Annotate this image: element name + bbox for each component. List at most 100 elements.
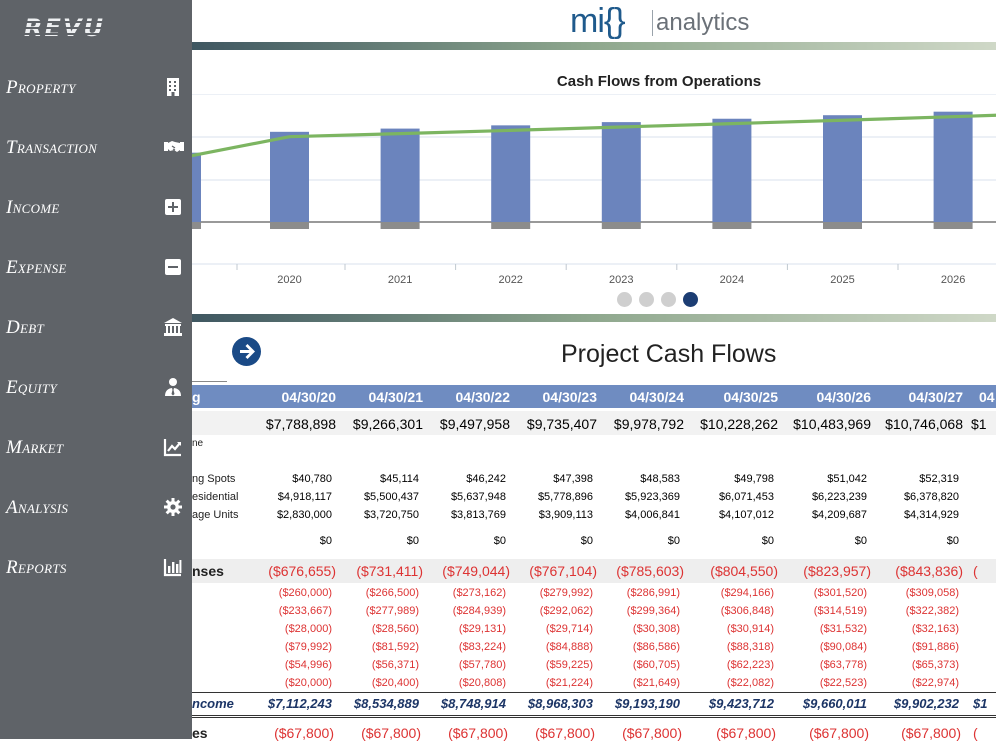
sidebar-item-property[interactable]: Property [0, 69, 192, 105]
table-cell: $51,042 [827, 473, 867, 485]
table-row-label: ng Spots [192, 473, 236, 485]
minus-square-icon [163, 257, 183, 277]
table-row: ($28,000) ($28,560) ($29,131) ($29,714) ($30… [192, 623, 996, 639]
table-cell: ($29,714) [545, 623, 593, 635]
carousel-dot[interactable] [661, 292, 676, 307]
chart-bar [712, 118, 752, 222]
table-cell: ($88,318) [726, 641, 774, 653]
table-cell: ($20,400) [371, 677, 419, 689]
table-cell: ($233,667) [278, 605, 332, 617]
table-cell: $0 [319, 535, 332, 547]
table-cell: ($67,800) [622, 725, 682, 741]
table-cell: ($804,550) [710, 563, 778, 579]
table-cell: ($299,364) [626, 605, 680, 617]
chart-bar [823, 115, 862, 222]
chart-bar-negative [601, 222, 641, 229]
table-cell: $5,637,948 [450, 491, 506, 503]
table-cell: $9,423,712 [708, 696, 774, 711]
table-cell: ($60,705) [632, 659, 680, 671]
table-cell: $6,223,239 [811, 491, 867, 503]
section-band [192, 314, 996, 322]
table-cell: $1 [971, 416, 987, 432]
table-cell: $7,112,243 [267, 696, 332, 711]
brand-mio: mi{} [570, 2, 626, 40]
table-cell: $9,735,407 [526, 416, 597, 432]
table-header-row: g 04/30/20 04/30/21 04/30/22 04/30/23 04/30/2… [192, 385, 996, 408]
table-cell: ($731,411) [356, 563, 423, 579]
table-header-date: 04/30/20 [281, 389, 337, 405]
chart-bar-negative [712, 222, 752, 229]
sidebar-item-market[interactable]: Market [0, 429, 192, 465]
chart-line-series [192, 113, 996, 158]
arrow-right-icon [240, 344, 255, 359]
table-cell: ($749,044) [442, 563, 510, 579]
sidebar-item-label: Market [6, 437, 64, 458]
table-cell: $0 [761, 535, 774, 547]
table-cell: $49,798 [734, 473, 774, 485]
table-row: age Units $2,830,000 $3,720,750 $3,813,769 $… [192, 509, 996, 525]
sidebar-item-equity[interactable]: Equity [0, 369, 192, 405]
table-row-label: esidential [192, 491, 239, 503]
chart-x-label: 2025 [830, 274, 854, 286]
table-header-date: 04/30/24 [629, 389, 685, 405]
table-cell: ($30,914) [726, 623, 774, 635]
carousel-dot[interactable] [683, 292, 698, 307]
handshake-icon [163, 137, 184, 157]
chart-svg: 2020 2021 2022 2023 2024 2025 2026 [192, 94, 996, 286]
logo-stripe [22, 21, 105, 23]
next-arrow-button[interactable] [232, 337, 261, 366]
table-cell: ($22,974) [911, 677, 959, 689]
table-header-label: g [192, 389, 201, 405]
table-cell: ($322,382) [905, 605, 959, 617]
table-cell: $9,660,011 [802, 696, 867, 711]
cash-flow-table: g 04/30/20 04/30/21 04/30/22 04/30/23 04/30/2… [192, 385, 996, 741]
chart-bar [601, 122, 641, 222]
table-cell: $5,500,437 [363, 491, 419, 503]
sidebar-item-reports[interactable]: Reports [0, 549, 192, 585]
table-cell: ( [973, 725, 978, 741]
table-header-date: 04/30/27 [908, 389, 964, 405]
table-row: esidential $4,918,117 $5,500,437 $5,637,948… [192, 491, 996, 507]
table-cell: ($273,162) [452, 587, 506, 599]
table-cell: $8,748,914 [440, 696, 506, 711]
sidebar-item-debt[interactable]: Debt [0, 309, 192, 345]
table-cell: ($785,603) [616, 563, 684, 579]
table-cell: ($260,000) [278, 587, 332, 599]
table-cell: ($22,523) [819, 677, 867, 689]
chart-bar-negative [491, 222, 531, 229]
table-cell: ($767,104) [529, 563, 597, 579]
table-row-gross-income: $7,788,898 $9,266,301 $9,497,958 $9,735,407… [192, 411, 996, 435]
table-cell: ($22,082) [726, 677, 774, 689]
carousel-dot[interactable] [639, 292, 654, 307]
table-cell: $6,378,820 [903, 491, 959, 503]
table-cell: ($81,592) [371, 641, 419, 653]
table-cell: ($67,800) [448, 725, 508, 741]
table-cell: $3,813,769 [450, 509, 506, 521]
table-cell: $1 [973, 696, 988, 711]
table-header-date: 04/30/22 [455, 389, 511, 405]
table-row-label: age Units [192, 509, 239, 521]
carousel-dot[interactable] [617, 292, 632, 307]
table-row: ($54,996) ($56,371) ($57,780) ($59,225) ($60… [192, 659, 996, 675]
table-row: ng Spots $40,780 $45,114 $46,242 $47,398 $48,… [192, 473, 996, 489]
table-cell: $10,746,068 [885, 416, 963, 432]
table-cell: $46,242 [466, 473, 506, 485]
table-row-label: nses [192, 563, 224, 579]
sidebar-item-transaction[interactable]: Transaction [0, 129, 192, 165]
user-tie-icon [163, 377, 183, 397]
sidebar-item-income[interactable]: Income [0, 189, 192, 225]
table-cell: $4,209,687 [811, 509, 867, 521]
sidebar-item-analysis[interactable]: Analysis [0, 489, 192, 525]
table-cell: $0 [580, 535, 593, 547]
plus-square-icon [163, 197, 183, 217]
logo-stripe [22, 27, 105, 29]
sidebar-item-expense[interactable]: Expense [0, 249, 192, 285]
sidebar-item-label: Expense [6, 257, 67, 278]
table-row-expenses: nses ($676,655) ($731,411) ($749,044) ($767,… [192, 559, 996, 583]
table-cell: $9,193,190 [614, 696, 680, 711]
table-row-label: ne [192, 438, 204, 449]
revu-logo[interactable]: REVU [22, 14, 105, 42]
sidebar-item-label: Property [6, 77, 76, 98]
chart-bar [491, 125, 531, 222]
table-cell: ($306,848) [720, 605, 774, 617]
